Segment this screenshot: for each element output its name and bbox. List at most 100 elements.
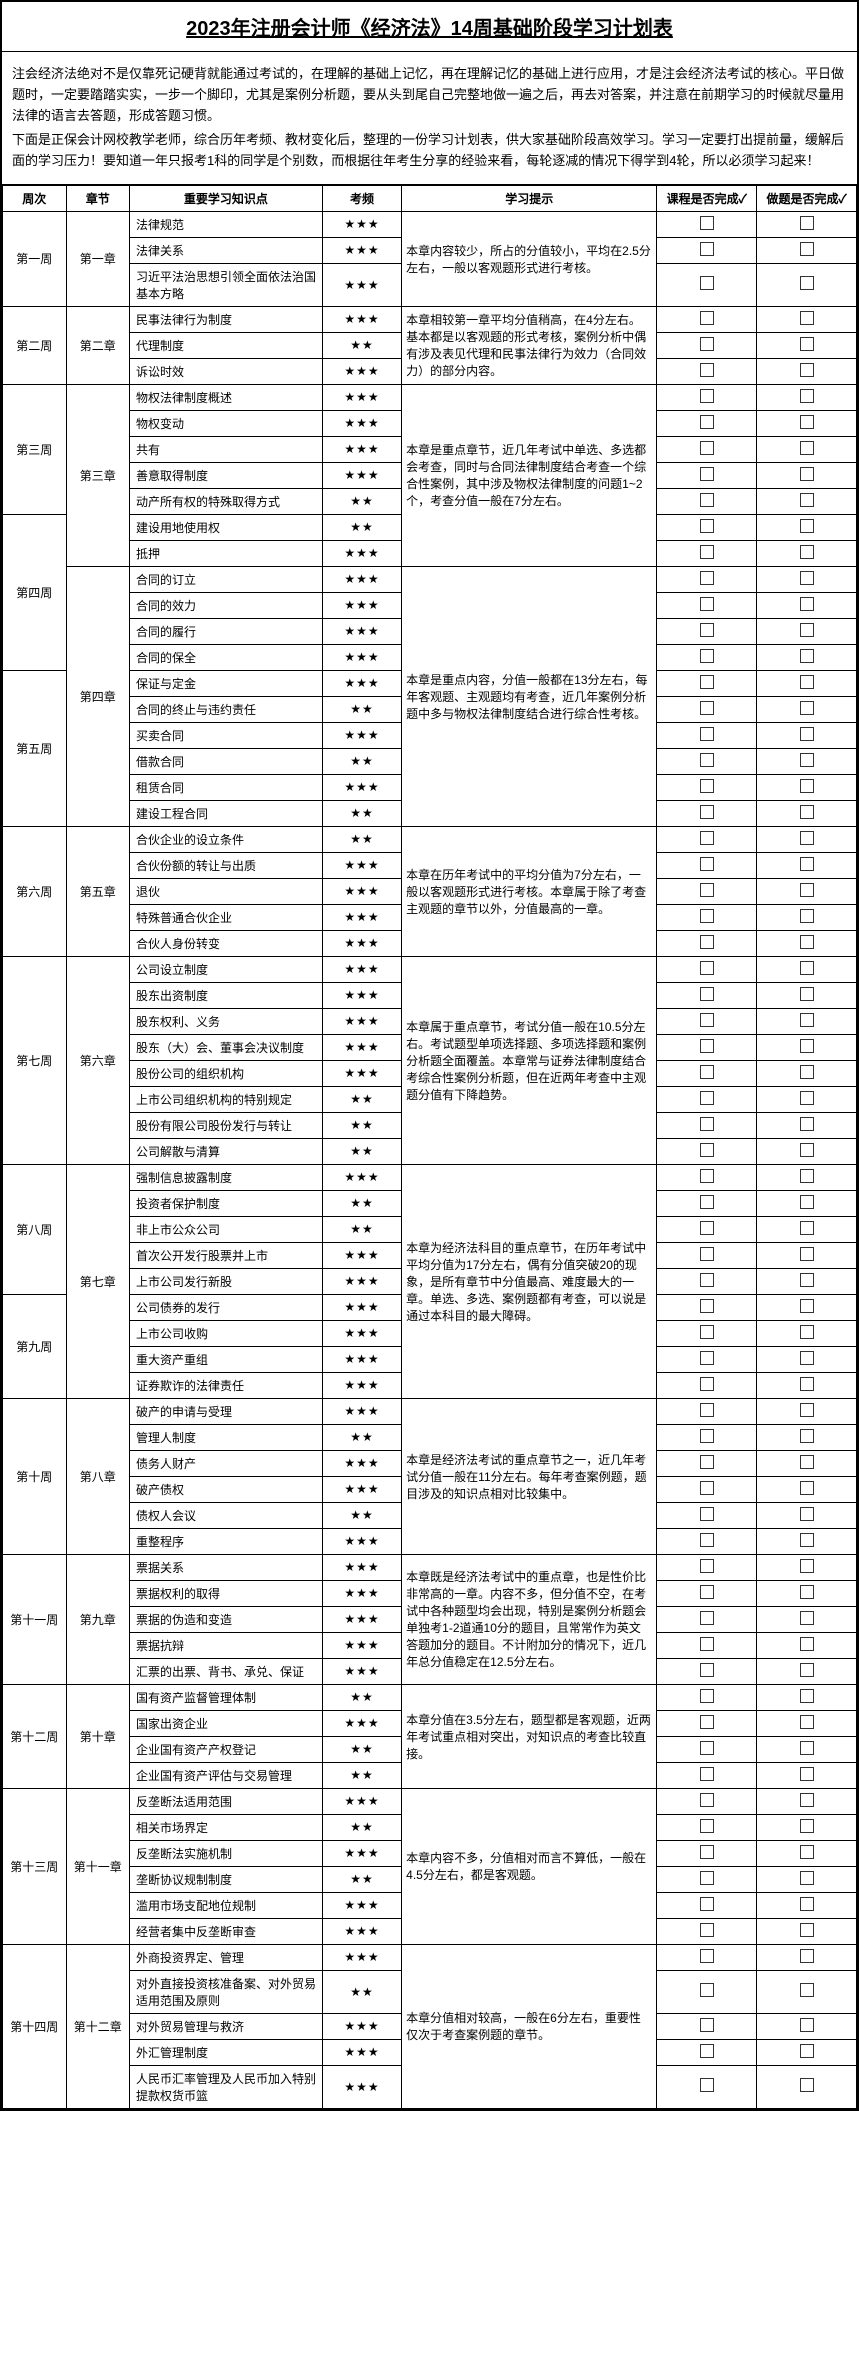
checkbox-icon[interactable] [700,1117,714,1131]
checkbox-icon[interactable] [800,1247,814,1261]
checkbox-icon[interactable] [700,1871,714,1885]
checkbox-icon[interactable] [800,987,814,1001]
checkbox-icon[interactable] [700,1637,714,1651]
checkbox-icon[interactable] [800,216,814,230]
checkbox-icon[interactable] [700,467,714,481]
checkbox-icon[interactable] [700,1611,714,1625]
checkbox-icon[interactable] [800,1429,814,1443]
checkbox-icon[interactable] [800,675,814,689]
checkbox-icon[interactable] [800,1195,814,1209]
checkbox-icon[interactable] [700,441,714,455]
checkbox-icon[interactable] [800,2018,814,2032]
checkbox-icon[interactable] [800,1169,814,1183]
checkbox-icon[interactable] [800,276,814,290]
checkbox-icon[interactable] [700,1247,714,1261]
checkbox-icon[interactable] [800,701,814,715]
checkbox-icon[interactable] [800,1611,814,1625]
checkbox-icon[interactable] [700,1767,714,1781]
checkbox-icon[interactable] [800,935,814,949]
checkbox-icon[interactable] [700,883,714,897]
checkbox-icon[interactable] [700,1949,714,1963]
checkbox-icon[interactable] [800,337,814,351]
checkbox-icon[interactable] [700,597,714,611]
checkbox-icon[interactable] [700,831,714,845]
checkbox-icon[interactable] [700,1221,714,1235]
checkbox-icon[interactable] [700,1983,714,1997]
checkbox-icon[interactable] [800,2044,814,2058]
checkbox-icon[interactable] [700,1091,714,1105]
checkbox-icon[interactable] [800,857,814,871]
checkbox-icon[interactable] [800,493,814,507]
checkbox-icon[interactable] [800,1845,814,1859]
checkbox-icon[interactable] [700,1715,714,1729]
checkbox-icon[interactable] [700,935,714,949]
checkbox-icon[interactable] [700,1039,714,1053]
checkbox-icon[interactable] [800,623,814,637]
checkbox-icon[interactable] [700,1325,714,1339]
checkbox-icon[interactable] [800,519,814,533]
checkbox-icon[interactable] [700,337,714,351]
checkbox-icon[interactable] [800,415,814,429]
checkbox-icon[interactable] [800,1741,814,1755]
checkbox-icon[interactable] [700,2018,714,2032]
checkbox-icon[interactable] [700,1377,714,1391]
checkbox-icon[interactable] [800,311,814,325]
checkbox-icon[interactable] [700,1299,714,1313]
checkbox-icon[interactable] [700,1793,714,1807]
checkbox-icon[interactable] [700,1897,714,1911]
checkbox-icon[interactable] [800,1507,814,1521]
checkbox-icon[interactable] [700,519,714,533]
checkbox-icon[interactable] [800,1039,814,1053]
checkbox-icon[interactable] [800,727,814,741]
checkbox-icon[interactable] [700,779,714,793]
checkbox-icon[interactable] [700,1403,714,1417]
checkbox-icon[interactable] [800,1983,814,1997]
checkbox-icon[interactable] [700,961,714,975]
checkbox-icon[interactable] [800,1689,814,1703]
checkbox-icon[interactable] [800,1949,814,1963]
checkbox-icon[interactable] [700,727,714,741]
checkbox-icon[interactable] [700,1481,714,1495]
checkbox-icon[interactable] [800,1481,814,1495]
checkbox-icon[interactable] [800,1013,814,1027]
checkbox-icon[interactable] [700,1429,714,1443]
checkbox-icon[interactable] [700,857,714,871]
checkbox-icon[interactable] [700,623,714,637]
checkbox-icon[interactable] [800,1923,814,1937]
checkbox-icon[interactable] [700,987,714,1001]
checkbox-icon[interactable] [700,1819,714,1833]
checkbox-icon[interactable] [700,276,714,290]
checkbox-icon[interactable] [700,1143,714,1157]
checkbox-icon[interactable] [800,571,814,585]
checkbox-icon[interactable] [800,1377,814,1391]
checkbox-icon[interactable] [700,1663,714,1677]
checkbox-icon[interactable] [800,883,814,897]
checkbox-icon[interactable] [800,1637,814,1651]
checkbox-icon[interactable] [700,1169,714,1183]
checkbox-icon[interactable] [700,2078,714,2092]
checkbox-icon[interactable] [700,415,714,429]
checkbox-icon[interactable] [700,1689,714,1703]
checkbox-icon[interactable] [800,1273,814,1287]
checkbox-icon[interactable] [800,1117,814,1131]
checkbox-icon[interactable] [700,242,714,256]
checkbox-icon[interactable] [800,805,814,819]
checkbox-icon[interactable] [800,467,814,481]
checkbox-icon[interactable] [700,675,714,689]
checkbox-icon[interactable] [800,1819,814,1833]
checkbox-icon[interactable] [800,1871,814,1885]
checkbox-icon[interactable] [800,1403,814,1417]
checkbox-icon[interactable] [800,1299,814,1313]
checkbox-icon[interactable] [700,1195,714,1209]
checkbox-icon[interactable] [700,545,714,559]
checkbox-icon[interactable] [800,363,814,377]
checkbox-icon[interactable] [800,753,814,767]
checkbox-icon[interactable] [700,389,714,403]
checkbox-icon[interactable] [700,1585,714,1599]
checkbox-icon[interactable] [800,242,814,256]
checkbox-icon[interactable] [700,1533,714,1547]
checkbox-icon[interactable] [800,831,814,845]
checkbox-icon[interactable] [700,753,714,767]
checkbox-icon[interactable] [700,649,714,663]
checkbox-icon[interactable] [700,311,714,325]
